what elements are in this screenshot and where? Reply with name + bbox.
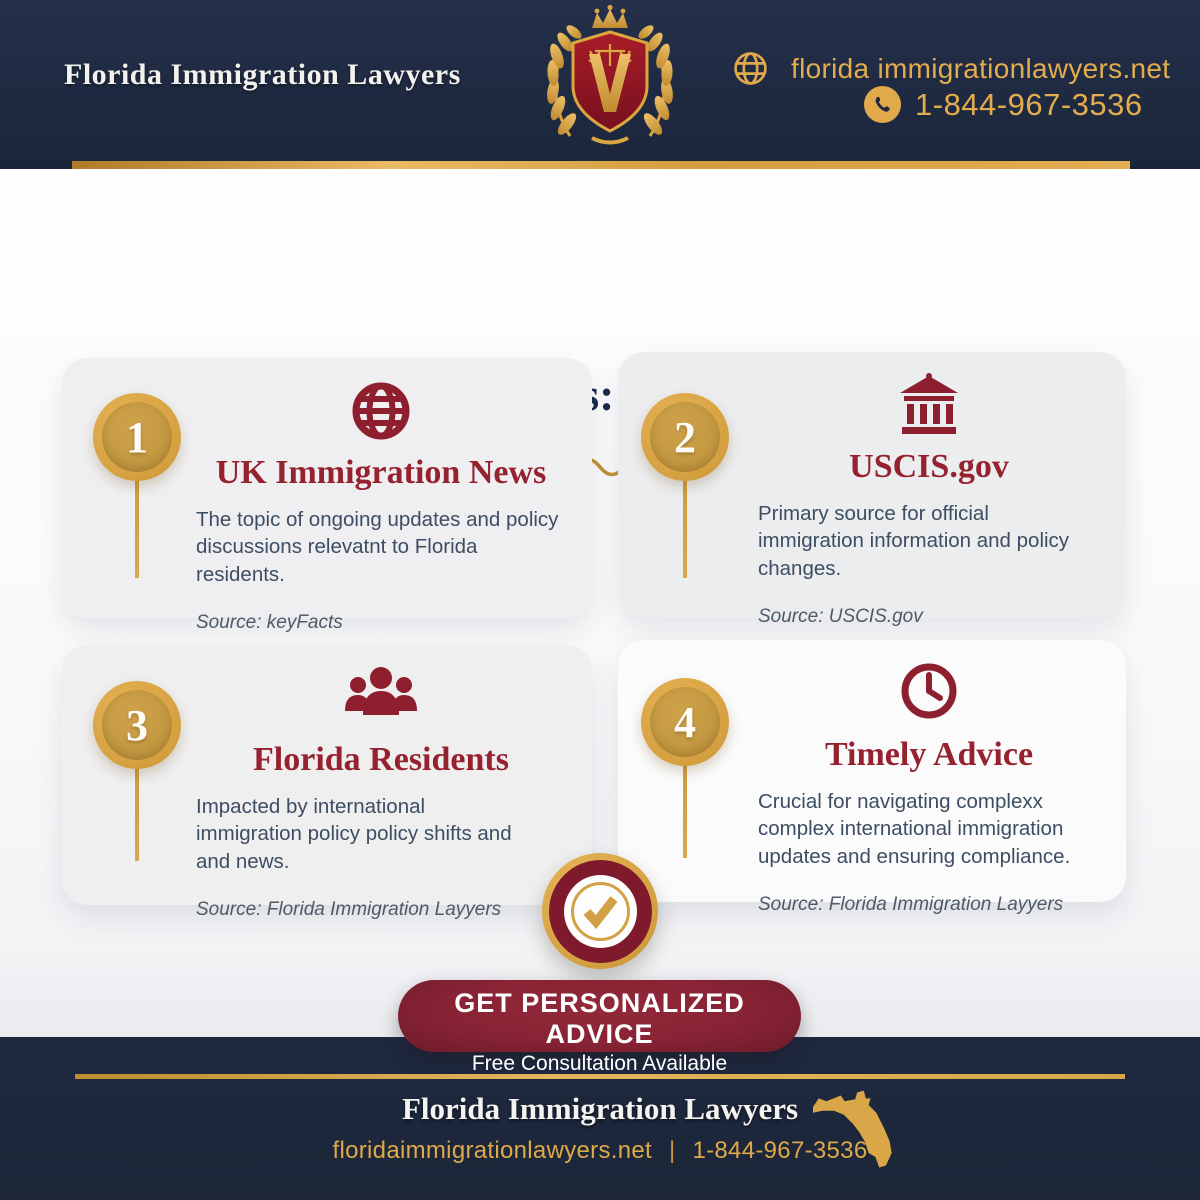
badge-stem-3 [135,766,139,861]
step-number: 2 [674,412,696,462]
header-gold-divider [72,161,1130,169]
card-title: UK Immigration News [215,454,547,491]
people-icon [196,665,566,737]
card-title: Florida Residents [253,741,509,778]
bank-icon [758,372,1100,444]
footer-phone-link[interactable]: 1-844-967-3536 [692,1137,868,1164]
card-source: Source: Florida Immigration Layyers [758,893,1064,915]
clock-icon [758,660,1100,732]
card-source: Source: keyFacts [196,611,343,633]
card-title: USCIS.gov [849,448,1009,485]
step-number: 1 [126,412,148,462]
header-website-text: florida immigrationlawyers.net [791,52,1171,84]
step-number-badge-3: 3 [93,681,181,769]
cta-subline: Free Consultation Available [471,1052,728,1075]
card-body: The topic of ongoing updates and policy … [196,508,559,586]
step-number-badge-1: 1 [93,393,181,481]
checkmark-icon [583,896,618,929]
step-number: 3 [126,700,148,750]
card-title: Timely Advice [824,736,1034,773]
card-source: Source: Florida Immigration Layyers [196,898,502,920]
checkmark-seal [542,853,658,969]
phone-icon [864,86,901,123]
badge-stem-2 [683,478,687,578]
header: Florida Immigration Lawyers [0,0,1200,170]
fact-card-uscis-gov: USCIS.gov Primary source for official im… [618,352,1126,627]
card-body: Primary source for official immigration … [758,502,1070,580]
footer-website-link[interactable]: floridaimmigrationlawyers.net [332,1137,652,1164]
card-body: Impacted by international immigration po… [196,795,512,873]
globe-icon [196,378,566,450]
step-number-badge-2: 2 [641,393,729,481]
step-number: 4 [674,697,696,747]
step-number-badge-4: 4 [641,678,729,766]
badge-stem-4 [683,763,687,858]
footer-separator: | [668,1137,676,1164]
badge-stem-1 [135,478,139,578]
law-firm-emblem-logo [543,4,677,145]
header-phone-link[interactable]: 1-844-967-3536 [864,86,1143,123]
card-body: Crucial for navigating complexx complex … [758,790,1071,868]
get-advice-button[interactable]: GET PERSONALIZED ADVICE Free Consultatio… [398,980,801,1075]
fact-card-florida-residents: Florida Residents Impacted by internatio… [62,645,592,920]
card-source: Source: USCIS.gov [758,605,923,627]
cta-headline: GET PERSONALIZED ADVICE [454,988,745,1049]
footer: Florida Immigration Lawyers floridaimmig… [0,1037,1200,1200]
fact-card-uk-immigration-news: UK Immigration News The topic of ongoing… [62,358,592,633]
globe-icon [734,52,767,85]
footer-gold-divider [75,1074,1125,1079]
footer-contact-row: floridaimmigrationlawyers.net | 1-844-96… [0,1137,1200,1165]
footer-brand-title: Florida Immigration Lawyers [401,1091,799,1126]
brand-title: Florida Immigration Lawyers [64,58,461,91]
florida-map-icon [812,1090,892,1168]
header-website-link[interactable]: florida immigrationlawyers.net [732,50,1170,87]
header-phone-text: 1-844-967-3536 [915,86,1143,122]
